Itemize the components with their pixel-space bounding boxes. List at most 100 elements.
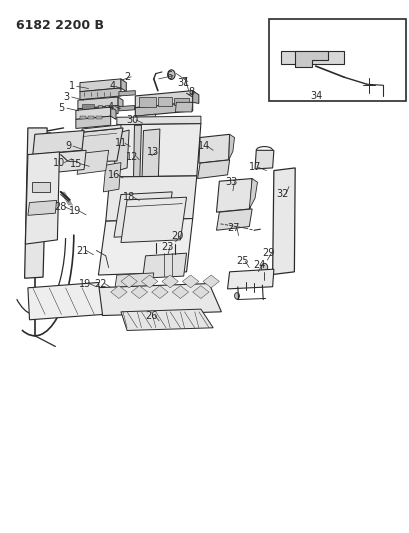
Circle shape xyxy=(152,257,159,265)
Bar xyxy=(88,116,94,119)
Text: 6: 6 xyxy=(166,71,172,80)
Polygon shape xyxy=(131,286,147,298)
Polygon shape xyxy=(114,130,129,172)
Text: 19: 19 xyxy=(69,206,81,216)
Text: 32: 32 xyxy=(276,189,288,199)
Text: 30: 30 xyxy=(126,115,138,125)
Bar xyxy=(174,98,188,105)
Text: 15: 15 xyxy=(70,159,82,168)
Circle shape xyxy=(261,263,267,272)
Text: 4: 4 xyxy=(110,82,115,91)
Polygon shape xyxy=(115,273,153,289)
Polygon shape xyxy=(135,91,192,108)
Polygon shape xyxy=(280,51,344,64)
Polygon shape xyxy=(182,275,198,288)
Bar xyxy=(80,116,86,119)
Polygon shape xyxy=(25,152,59,244)
Polygon shape xyxy=(114,192,172,237)
Polygon shape xyxy=(141,275,157,288)
Polygon shape xyxy=(142,253,186,278)
Polygon shape xyxy=(197,160,229,179)
Polygon shape xyxy=(103,163,121,192)
Circle shape xyxy=(42,133,56,152)
Text: 19: 19 xyxy=(79,279,91,288)
Polygon shape xyxy=(33,131,84,155)
Text: 33: 33 xyxy=(225,177,237,187)
Bar xyxy=(157,97,172,106)
Polygon shape xyxy=(98,219,192,275)
Text: 11: 11 xyxy=(115,139,127,148)
Text: 6182 2200 B: 6182 2200 B xyxy=(16,19,104,31)
Text: 14: 14 xyxy=(198,141,210,151)
Polygon shape xyxy=(151,286,168,298)
Polygon shape xyxy=(121,79,126,92)
Polygon shape xyxy=(216,209,252,230)
Text: 22: 22 xyxy=(94,279,106,288)
Polygon shape xyxy=(28,282,102,320)
Polygon shape xyxy=(121,309,213,330)
Bar xyxy=(32,182,50,192)
Text: 24: 24 xyxy=(252,261,265,270)
Bar xyxy=(96,116,102,119)
Polygon shape xyxy=(78,106,118,117)
Bar xyxy=(268,19,405,101)
Polygon shape xyxy=(135,114,155,126)
Text: 13: 13 xyxy=(146,147,159,157)
Polygon shape xyxy=(110,124,200,177)
Polygon shape xyxy=(227,269,273,289)
Polygon shape xyxy=(141,129,160,196)
Polygon shape xyxy=(294,51,327,67)
Circle shape xyxy=(362,78,374,93)
Polygon shape xyxy=(76,116,110,128)
Text: 17: 17 xyxy=(249,163,261,172)
Circle shape xyxy=(251,277,256,283)
Circle shape xyxy=(242,274,249,282)
Polygon shape xyxy=(202,275,219,288)
Text: 4: 4 xyxy=(108,102,113,111)
Polygon shape xyxy=(119,91,135,96)
Polygon shape xyxy=(216,179,252,212)
Polygon shape xyxy=(76,107,110,119)
Polygon shape xyxy=(82,125,121,171)
Polygon shape xyxy=(121,197,186,243)
Text: 26: 26 xyxy=(145,311,157,320)
Circle shape xyxy=(335,53,340,61)
Polygon shape xyxy=(28,200,56,215)
Polygon shape xyxy=(175,102,192,112)
Polygon shape xyxy=(228,134,234,160)
Text: 31: 31 xyxy=(177,78,189,87)
Text: 23: 23 xyxy=(161,242,173,252)
Bar xyxy=(82,104,94,109)
Polygon shape xyxy=(272,168,294,274)
Circle shape xyxy=(234,293,239,299)
Text: 8: 8 xyxy=(188,87,194,96)
Text: 27: 27 xyxy=(227,223,239,233)
Circle shape xyxy=(172,259,178,266)
Polygon shape xyxy=(35,150,86,174)
Polygon shape xyxy=(25,128,47,278)
Circle shape xyxy=(57,133,70,150)
Text: 16: 16 xyxy=(108,170,120,180)
Text: 25: 25 xyxy=(236,256,248,266)
Polygon shape xyxy=(77,150,108,174)
Polygon shape xyxy=(119,106,134,111)
Bar xyxy=(104,105,109,108)
Text: 5: 5 xyxy=(58,103,65,113)
Polygon shape xyxy=(162,275,178,288)
Circle shape xyxy=(167,70,175,79)
Text: 7: 7 xyxy=(181,77,187,86)
Text: 10: 10 xyxy=(53,158,65,167)
Polygon shape xyxy=(106,176,196,221)
Polygon shape xyxy=(249,179,257,209)
Bar xyxy=(97,105,102,108)
Polygon shape xyxy=(192,91,198,103)
Text: 21: 21 xyxy=(76,246,88,255)
Bar xyxy=(139,97,155,107)
Text: 9: 9 xyxy=(65,141,71,151)
Polygon shape xyxy=(198,134,229,163)
Text: 3: 3 xyxy=(64,92,70,102)
Text: 1: 1 xyxy=(69,82,74,91)
Polygon shape xyxy=(172,286,188,298)
Polygon shape xyxy=(63,128,123,163)
Polygon shape xyxy=(121,275,137,288)
